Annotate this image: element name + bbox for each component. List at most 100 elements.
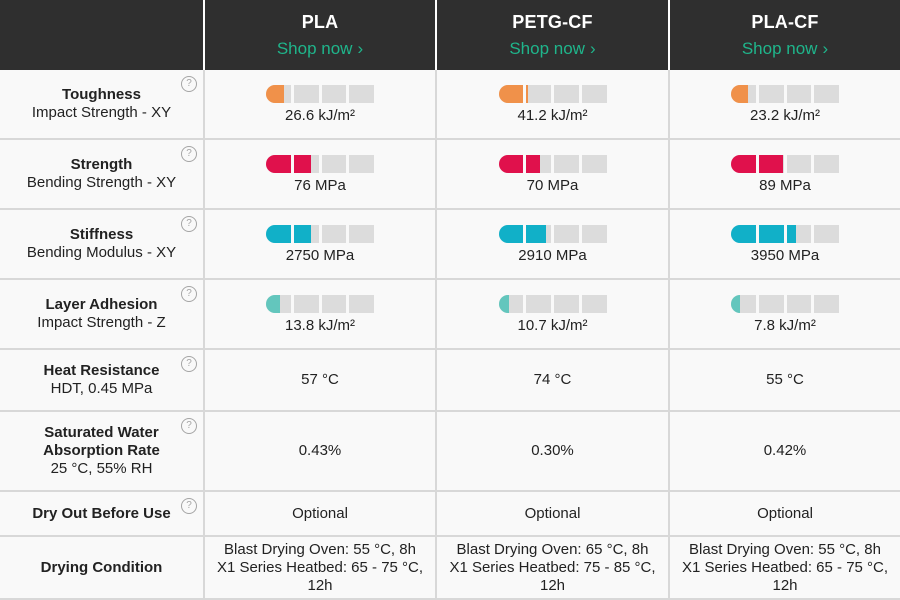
bar-segment: [554, 84, 579, 103]
bar-fill-segment: [786, 224, 796, 243]
value-cell: 70 MPa: [437, 140, 670, 210]
value-cell: 26.6 kJ/m²: [205, 70, 437, 140]
row-title: Dry Out Before Use: [32, 504, 171, 522]
value-text: Optional: [292, 504, 348, 522]
value-cell: 89 MPa: [670, 140, 900, 210]
header-pla: PLA Shop now ›: [205, 0, 437, 70]
value-text: Blast Drying Oven: 55 °C, 8h: [224, 540, 416, 558]
help-icon[interactable]: ?: [181, 216, 197, 232]
level-bar: [731, 294, 839, 313]
bar-segment: [526, 84, 551, 103]
chevron-right-icon: ›: [357, 38, 364, 58]
chevron-right-icon: ›: [822, 38, 829, 58]
value-cell: 41.2 kJ/m²: [437, 70, 670, 140]
value-text: 2910 MPa: [518, 246, 587, 264]
level-bar: [731, 84, 839, 103]
bar-fill-segment: [731, 154, 756, 173]
row-subtitle: Bending Strength - XY: [26, 174, 177, 191]
value-text: Blast Drying Oven: 55 °C, 8h: [689, 540, 881, 558]
shop-now-link-pla[interactable]: Shop now ›: [276, 38, 364, 58]
level-bar: [266, 154, 374, 173]
row-title: Toughness: [62, 86, 141, 103]
shop-now-link-pla-cf[interactable]: Shop now ›: [741, 38, 829, 58]
value-cell: Blast Drying Oven: 65 °C, 8h X1 Series He…: [437, 537, 670, 600]
bar-fill-segment: [731, 84, 749, 103]
value-cell: 0.30%: [437, 412, 670, 492]
bar-segment: [581, 154, 607, 173]
row-label-heat-resistance: ? Heat Resistance HDT, 0.45 MPa: [0, 350, 205, 412]
bar-fill: [266, 294, 281, 313]
bar-segment: [554, 294, 579, 313]
bar-fill: [498, 294, 510, 313]
bar-fill-segment: [498, 224, 524, 243]
header-empty-cell: [0, 0, 205, 70]
value-cell: 76 MPa: [205, 140, 437, 210]
value-text: 41.2 kJ/m²: [517, 106, 588, 124]
bar-fill-segment: [266, 224, 291, 243]
help-icon[interactable]: ?: [181, 356, 197, 372]
header-pla-cf: PLA-CF Shop now ›: [670, 0, 900, 70]
level-bar: [498, 154, 607, 173]
level-bar: [498, 84, 607, 103]
bar-fill-segment: [526, 84, 528, 103]
bar-fill: [266, 224, 312, 243]
value-text: X1 Series Heatbed: 75 - 85 °C, 12h: [449, 558, 656, 594]
value-text: 7.8 kJ/m²: [754, 316, 816, 334]
bar-segment: [321, 154, 347, 173]
row-title: Heat Resistance: [43, 362, 160, 379]
row-title: Drying Condition: [40, 558, 163, 576]
value-cell: 2750 MPa: [205, 210, 437, 280]
row-label-water-absorption: ? Saturated Water Absorption Rate 25 °C, …: [0, 412, 205, 492]
value-text: 74 °C: [533, 371, 572, 388]
bar-fill: [731, 154, 783, 173]
bar-segment: [293, 294, 319, 313]
bar-fill-segment: [526, 224, 547, 243]
row-label-drying-condition: Drying Condition: [0, 537, 205, 600]
help-icon[interactable]: ?: [181, 286, 197, 302]
help-icon[interactable]: ?: [181, 498, 197, 514]
row-label-layer-adhesion: ? Layer Adhesion Impact Strength - Z: [0, 280, 205, 350]
bar-segment: [814, 224, 839, 243]
bar-segment: [321, 84, 347, 103]
bar-fill: [498, 154, 540, 173]
value-text: 76 MPa: [294, 176, 346, 194]
help-icon[interactable]: ?: [181, 146, 197, 162]
value-text: Optional: [524, 504, 581, 522]
value-cell: Optional: [205, 492, 437, 537]
value-text: 0.42%: [763, 442, 807, 459]
help-icon[interactable]: ?: [181, 418, 197, 434]
value-text: 3950 MPa: [750, 246, 820, 264]
value-text: Optional: [757, 504, 813, 522]
bar-fill: [498, 224, 547, 243]
shop-now-link-petg-cf[interactable]: Shop now ›: [509, 38, 596, 58]
bar-fill: [731, 294, 740, 313]
value-text: 0.30%: [531, 442, 574, 459]
bar-fill: [266, 154, 312, 173]
row-title: Strength: [70, 156, 133, 173]
value-text: 89 MPa: [759, 176, 811, 194]
bar-segment: [554, 224, 579, 243]
level-bar: [731, 224, 839, 243]
bar-fill-segment: [731, 294, 740, 313]
bar-segment: [581, 84, 607, 103]
bar-fill-segment: [266, 294, 281, 313]
bar-segment: [786, 84, 812, 103]
bar-segment: [814, 84, 839, 103]
bar-fill-segment: [526, 154, 540, 173]
level-bar: [498, 224, 607, 243]
product-name: PLA: [301, 11, 339, 32]
bar-fill-segment: [266, 84, 285, 103]
help-icon[interactable]: ?: [181, 76, 197, 92]
bar-segment: [581, 294, 607, 313]
bar-segment: [786, 294, 812, 313]
value-cell: 3950 MPa: [670, 210, 900, 280]
level-bar: [266, 224, 374, 243]
bar-segment: [321, 294, 347, 313]
value-cell: Optional: [437, 492, 670, 537]
value-text: 26.6 kJ/m²: [284, 106, 356, 124]
value-cell: 2910 MPa: [437, 210, 670, 280]
value-cell: 0.42%: [670, 412, 900, 492]
product-name: PETG-CF: [512, 11, 593, 32]
bar-fill: [731, 224, 796, 243]
